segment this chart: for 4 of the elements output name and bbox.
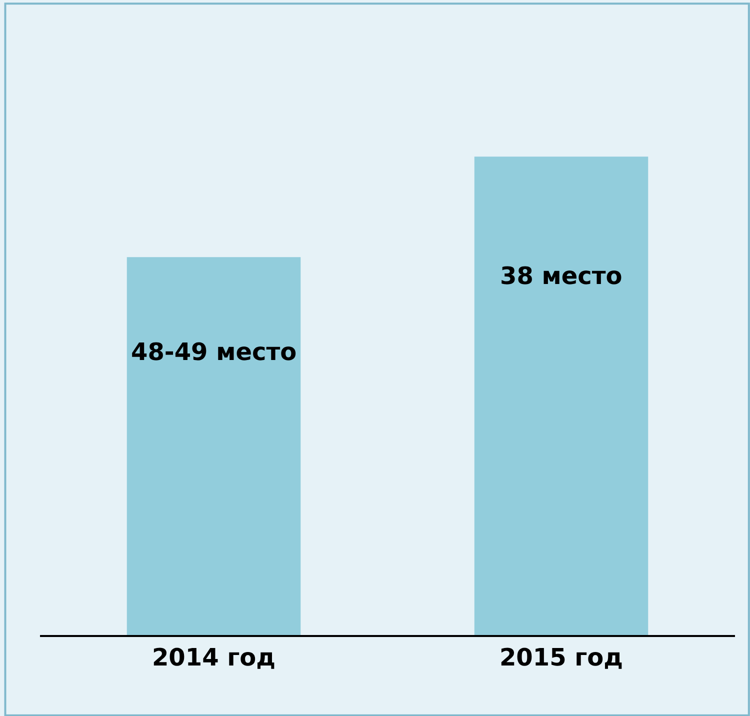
x-tick-label: 2014 год — [152, 644, 276, 672]
annotation: 48-49 место — [131, 338, 297, 366]
x-tick-label: 2015 год — [499, 644, 624, 672]
annotation: 38 место — [500, 262, 622, 290]
